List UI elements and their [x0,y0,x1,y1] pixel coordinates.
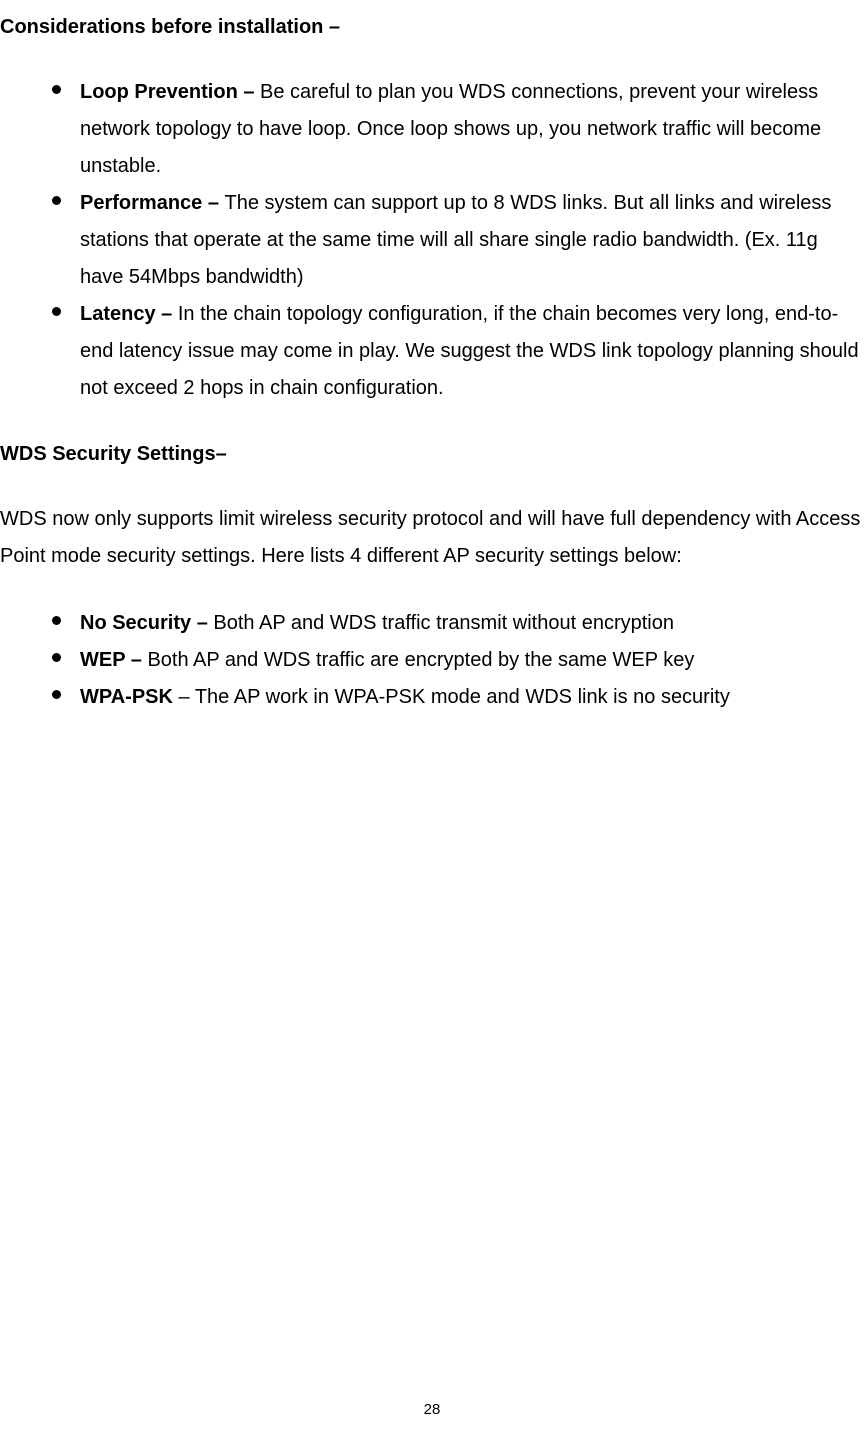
wds-paragraph: WDS now only supports limit wireless sec… [0,501,864,575]
document-page: Considerations before installation – Loo… [0,0,864,1442]
item-label: WPA-PSK [80,686,179,708]
item-label: Loop Prevention – [80,81,260,103]
item-label: WEP – [80,649,147,671]
list-item: Performance – The system can support up … [52,185,864,296]
item-label: No Security – [80,612,213,634]
heading-wds-security: WDS Security Settings– [0,437,864,471]
item-text: Both AP and WDS traffic are encrypted by… [147,649,694,671]
heading-considerations: Considerations before installation – [0,10,864,44]
item-label: Latency – [80,303,178,325]
page-number: 28 [0,1397,864,1423]
list-item: No Security – Both AP and WDS traffic tr… [52,605,864,642]
considerations-list: Loop Prevention – Be careful to plan you… [0,74,864,407]
list-item: WEP – Both AP and WDS traffic are encryp… [52,642,864,679]
item-label: Performance – [80,192,225,214]
item-text: In the chain topology configuration, if … [80,303,859,399]
list-item: WPA-PSK – The AP work in WPA-PSK mode an… [52,679,864,716]
security-list: No Security – Both AP and WDS traffic tr… [0,605,864,716]
item-text: Both AP and WDS traffic transmit without… [213,612,674,634]
item-text: – The AP work in WPA-PSK mode and WDS li… [179,686,730,708]
list-item: Latency – In the chain topology configur… [52,296,864,407]
list-item: Loop Prevention – Be careful to plan you… [52,74,864,185]
